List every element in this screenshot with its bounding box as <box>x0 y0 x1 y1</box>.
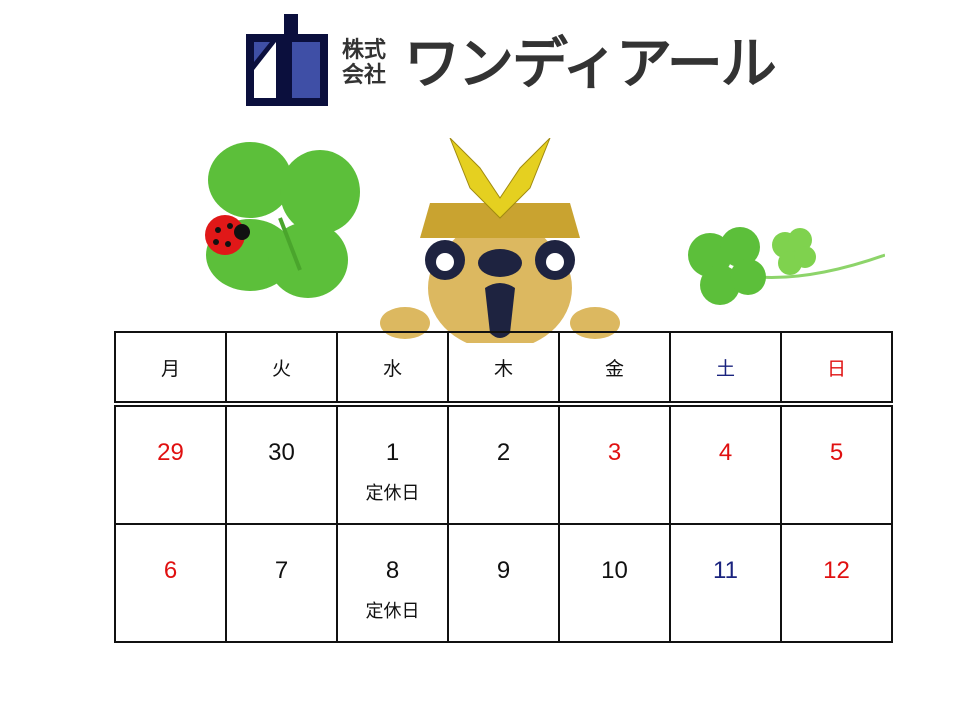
day-number: 8 <box>385 557 400 584</box>
day-number: 10 <box>601 557 628 584</box>
clover-sprig-icon <box>688 227 885 305</box>
calendar-table: 月 火 水 木 金 土 日 29 30 1 定休日 2 3 4 5 6 7 8 定休… <box>114 331 893 643</box>
weekday-mon: 月 <box>114 331 227 407</box>
day-cell: 1 定休日 <box>336 403 449 525</box>
bulldog-samurai-helmet-icon <box>380 138 620 343</box>
day-number: 3 <box>607 439 622 466</box>
week-row-1: 29 30 1 定休日 2 3 4 5 <box>114 403 893 525</box>
day-number: 4 <box>718 439 733 466</box>
day-cell: 8 定休日 <box>336 523 449 643</box>
four-leaf-clover-icon <box>205 142 360 298</box>
weekday-sun: 日 <box>780 331 893 407</box>
weekday-thu: 木 <box>447 331 560 407</box>
day-number: 12 <box>823 557 850 584</box>
logo-company-prefix: 株式会社 <box>342 38 387 88</box>
week-row-2: 6 7 8 定休日 9 10 11 12 <box>114 523 893 643</box>
weekday-wed: 水 <box>336 331 449 407</box>
day-number: 6 <box>163 557 178 584</box>
weekday-fri: 金 <box>558 331 671 407</box>
day-cell: 30 <box>225 403 338 525</box>
closed-day-note: 定休日 <box>365 483 420 504</box>
day-number: 5 <box>829 439 844 466</box>
day-cell: 7 <box>225 523 338 643</box>
day-cell: 4 <box>669 403 782 525</box>
day-number: 29 <box>157 439 184 466</box>
day-cell: 2 <box>447 403 560 525</box>
day-number: 11 <box>713 557 738 584</box>
ladybug-icon <box>205 215 250 255</box>
day-cell: 10 <box>558 523 671 643</box>
day-number: 2 <box>496 439 511 466</box>
day-number: 7 <box>274 557 289 584</box>
day-cell: 29 <box>114 403 227 525</box>
day-cell: 9 <box>447 523 560 643</box>
day-cell: 12 <box>780 523 893 643</box>
logo-company-name: ワンディアール <box>404 32 777 97</box>
day-number: 30 <box>268 439 295 466</box>
day-cell: 5 <box>780 403 893 525</box>
closed-day-note: 定休日 <box>365 601 420 622</box>
day-number: 9 <box>496 557 511 584</box>
day-cell: 6 <box>114 523 227 643</box>
weekday-header-row: 月 火 水 木 金 土 日 <box>114 331 893 407</box>
day-cell: 3 <box>558 403 671 525</box>
day-number: 1 <box>385 439 400 466</box>
weekday-sat: 土 <box>669 331 782 407</box>
day-cell: 11 <box>669 523 782 643</box>
weekday-tue: 火 <box>225 331 338 407</box>
logo-mark-icon <box>246 14 328 106</box>
